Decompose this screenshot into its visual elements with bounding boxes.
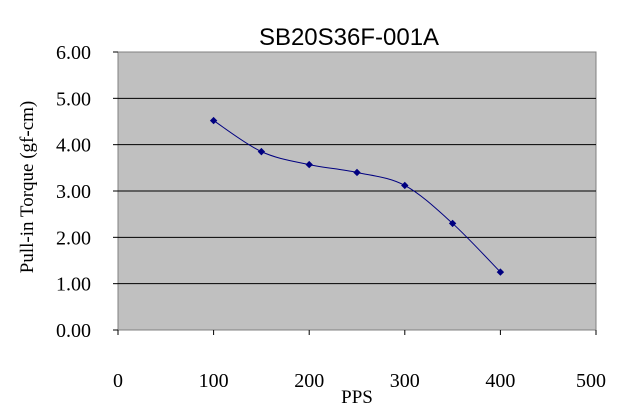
x-tick-label: 200 [294, 370, 324, 392]
y-tick-label: 2.00 [56, 227, 91, 249]
y-axis-ticks: 0.00 1.00 2.00 3.00 4.00 5.00 6.00 [56, 42, 118, 342]
x-tick-label: 300 [390, 370, 420, 392]
data-point [305, 160, 313, 169]
x-tick-label: 0 [113, 370, 123, 392]
x-tick-label: 400 [485, 370, 515, 392]
y-tick-label: 1.00 [56, 274, 91, 296]
y-axis-label: Pull-in Torque (gf-cm) [17, 101, 38, 273]
y-tick-label: 3.00 [56, 181, 91, 203]
x-axis-label: PPS [341, 387, 373, 408]
x-tick-label: 500 [576, 370, 606, 392]
data-point [496, 268, 505, 276]
data-point [353, 168, 361, 177]
chart-title: SB20S36F-001A [259, 24, 439, 51]
data-point [401, 181, 409, 190]
data-point [448, 219, 457, 228]
data-point [209, 116, 218, 125]
data-point [257, 147, 266, 156]
series-layer [209, 116, 505, 276]
x-tick-label: 100 [199, 370, 229, 392]
y-tick-label: 4.00 [56, 135, 91, 157]
y-tick-label: 5.00 [56, 88, 91, 110]
y-tick-label: 0.00 [56, 320, 91, 342]
grid-lines [118, 97, 596, 285]
x-axis-ticks: 0 100 200 300 400 500 [113, 330, 606, 392]
y-tick-label: 6.00 [56, 42, 91, 64]
